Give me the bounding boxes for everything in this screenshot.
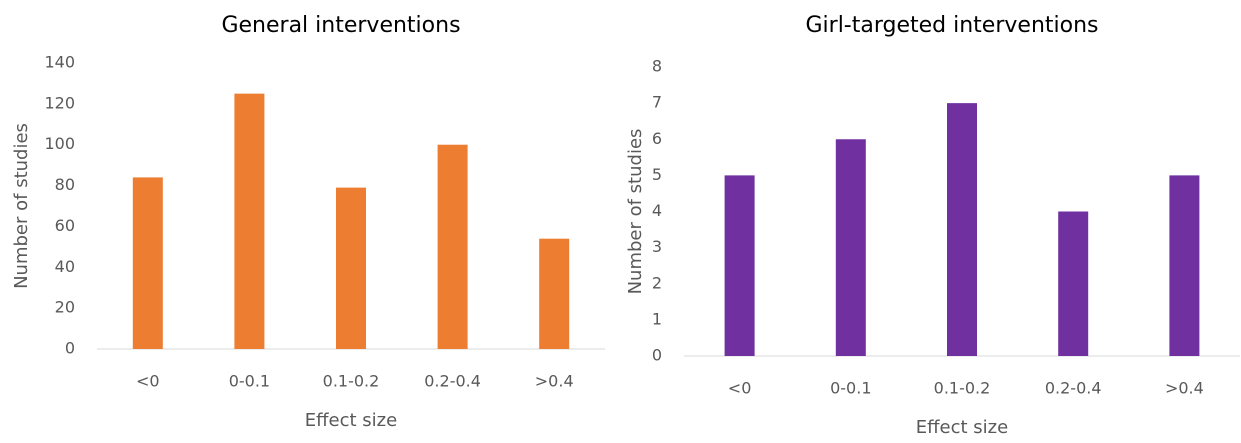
x-axis-title: Effect size: [305, 410, 397, 431]
y-tick-label: 80: [55, 175, 75, 194]
y-axis-title: Number of studies: [625, 129, 646, 295]
x-tick-label: 0-0.1: [229, 372, 270, 391]
y-tick-label: 140: [44, 53, 75, 72]
x-tick-label: >0.4: [1165, 379, 1204, 398]
chart-title: Girl-targeted interventions: [805, 13, 1098, 38]
y-tick-label: 3: [652, 237, 662, 256]
bar: [1058, 211, 1089, 356]
bar: [835, 139, 866, 356]
y-tick-label: 6: [652, 129, 662, 148]
y-tick-label: 0: [652, 346, 662, 365]
bar: [1169, 175, 1200, 356]
x-tick-label: <0: [728, 379, 752, 398]
bar: [437, 144, 468, 349]
y-tick-label: 120: [44, 93, 75, 112]
x-tick-label: 0.1-0.2: [934, 379, 991, 398]
x-tick-label: >0.4: [535, 372, 574, 391]
y-tick-label: 5: [652, 165, 662, 184]
bar: [336, 187, 366, 349]
y-tick-label: 7: [652, 93, 662, 112]
x-tick-label: 0.2-0.4: [1045, 379, 1102, 398]
bar: [234, 93, 265, 350]
chart-title: General interventions: [221, 13, 460, 38]
x-tick-label: <0: [136, 372, 160, 391]
y-axis-title: Number of studies: [11, 123, 32, 289]
y-tick-label: 100: [44, 134, 75, 153]
bar: [132, 177, 163, 349]
x-tick-label: 0.2-0.4: [424, 372, 481, 391]
y-tick-label: 1: [652, 309, 662, 328]
y-tick-label: 2: [652, 273, 662, 292]
bar: [947, 103, 977, 356]
x-tick-label: 0.1-0.2: [323, 372, 380, 391]
bar: [724, 175, 755, 356]
x-tick-label: 0-0.1: [830, 379, 871, 398]
y-tick-label: 20: [55, 298, 75, 317]
y-tick-label: 40: [55, 257, 75, 276]
y-tick-label: 0: [65, 339, 75, 358]
bar: [539, 238, 570, 349]
y-tick-label: 4: [652, 201, 662, 220]
y-tick-label: 8: [652, 57, 662, 76]
y-tick-label: 60: [55, 216, 75, 235]
x-axis-title: Effect size: [916, 417, 1008, 438]
